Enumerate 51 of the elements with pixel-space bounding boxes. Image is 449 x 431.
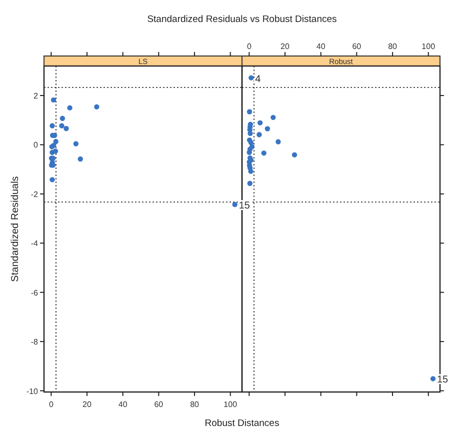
point [50,177,55,182]
point [67,105,72,110]
point [248,140,254,146]
x-tick-label: 60 [154,400,164,409]
x-tick-label: 20 [280,42,290,51]
point [247,180,252,186]
y-tick-label: 2 [34,92,39,101]
x-tick-label: 80 [190,400,200,409]
y-tick-label: 0 [34,140,39,150]
chart-title: Standardized Residuals vs Robust Distances [147,14,338,25]
y-axis-title: Standardized Residuals [10,176,21,282]
y-tick-label: -4 [30,239,39,248]
point [258,120,263,126]
x-tick-label: 80 [388,42,398,51]
point [59,123,64,128]
x-tick-label: 20 [82,400,92,409]
y-tick-label: -10 [26,386,39,396]
x-tick-label: 100 [422,42,436,51]
y-tick-label: -8 [30,338,39,347]
x-tick-label: 60 [352,42,362,51]
point [292,152,298,158]
point [246,109,252,114]
point [60,116,66,122]
point [248,75,254,80]
point [232,202,238,208]
x-tick-label: 40 [118,400,128,409]
y-tick-label: -2 [30,190,39,199]
x-tick-label: 100 [224,400,238,409]
x-tick-label: 0 [48,400,54,409]
point [246,150,252,155]
point [73,141,78,146]
x-tick-label: 40 [316,42,326,51]
x-tick-label: 0 [246,42,252,51]
point [264,126,270,132]
point [276,139,281,144]
point [256,132,262,138]
point [261,150,266,156]
point [53,138,58,144]
point [50,123,55,128]
point [50,97,56,103]
point [78,156,83,162]
point [248,168,254,174]
point [50,150,55,155]
point [430,376,436,382]
x-axis-title: Robust Distances [204,418,280,429]
annotation: 4 [255,74,262,85]
y-tick-label: -6 [30,288,39,298]
point [248,130,253,136]
point [94,104,100,110]
point [64,126,69,132]
point [270,114,276,120]
